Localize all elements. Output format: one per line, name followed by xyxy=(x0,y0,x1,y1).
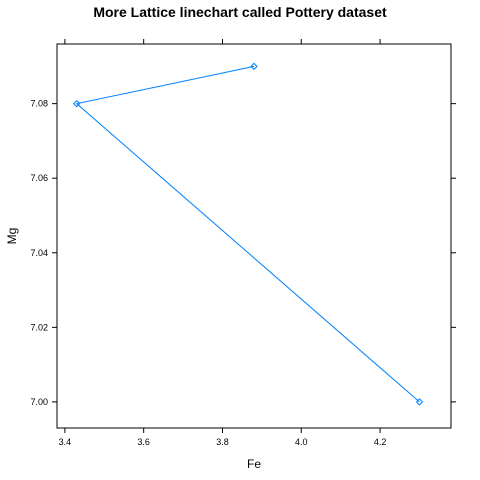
x-axis-ticks: 3.4 3.6 3.8 4.0 4.2 xyxy=(59,39,387,447)
x-axis-label: Fe xyxy=(247,457,261,471)
data-point-marker xyxy=(250,62,258,71)
y-tick-label: 7.00 xyxy=(30,397,48,407)
y-axis-label: Mg xyxy=(5,228,19,245)
x-tick-label: 3.6 xyxy=(137,437,150,447)
chart-title: More Lattice linechart called Pottery da… xyxy=(93,4,387,20)
x-tick-label: 3.8 xyxy=(216,437,229,447)
x-tick-label: 4.0 xyxy=(295,437,308,447)
y-tick-label: 7.02 xyxy=(30,322,48,332)
plot-frame xyxy=(56,43,452,429)
y-tick-label: 7.08 xyxy=(30,99,48,109)
series-line xyxy=(75,65,420,403)
y-axis-ticks: 7.00 7.02 7.04 7.06 7.08 xyxy=(30,99,456,407)
data-point-marker xyxy=(72,99,81,108)
y-tick-label: 7.06 xyxy=(30,173,48,183)
x-tick-label: 4.2 xyxy=(374,437,387,447)
x-tick-label: 3.4 xyxy=(59,437,72,447)
series-group xyxy=(72,62,424,406)
data-point-marker xyxy=(415,398,424,406)
y-tick-label: 7.04 xyxy=(30,248,48,258)
